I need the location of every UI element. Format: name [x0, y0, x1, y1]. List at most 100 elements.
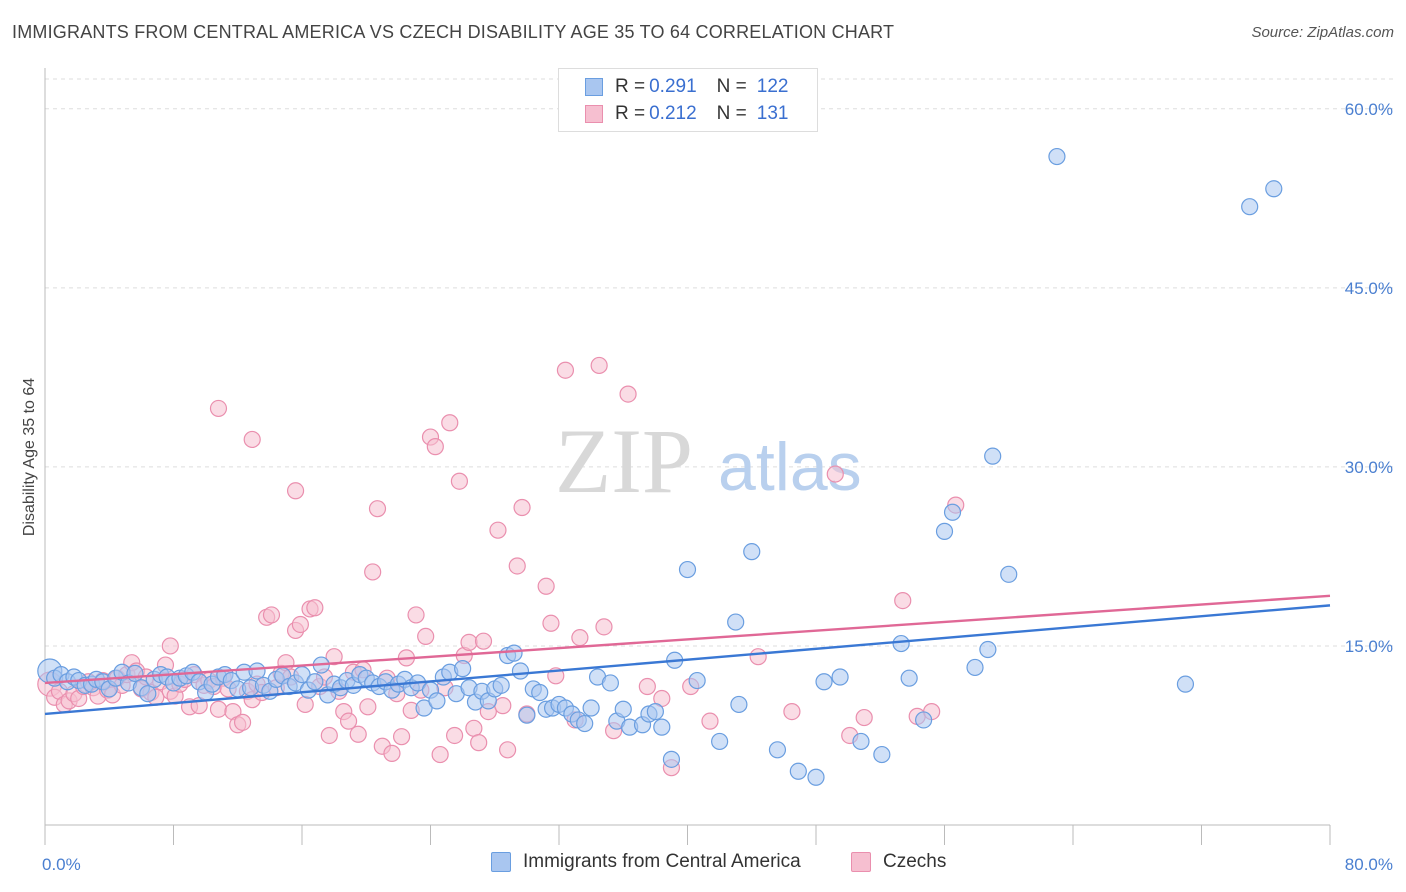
point-czechs: [441, 414, 459, 432]
bottom-legend-czechs: Czechs: [851, 851, 946, 873]
legend-row-central-america: R = 0.291 N = 122: [585, 74, 788, 100]
trend-lines: [44, 594, 1331, 716]
point-czechs: [209, 399, 228, 418]
point-central-america: [815, 673, 833, 691]
point-czechs: [571, 628, 589, 647]
point-czechs: [638, 677, 656, 696]
point-czechs: [161, 637, 179, 655]
point-central-america: [646, 703, 664, 721]
point-czechs: [460, 633, 478, 651]
trend-line-czechs: [44, 594, 1331, 685]
point-czechs: [383, 744, 401, 762]
point-central-america: [653, 718, 671, 736]
bottom-legend-central-america: Immigrants from Central America: [491, 851, 801, 873]
point-czechs: [359, 698, 377, 716]
point-czechs: [783, 703, 801, 721]
point-czechs: [243, 430, 261, 449]
point-czechs: [826, 465, 844, 483]
point-czechs: [556, 361, 575, 379]
point-czechs: [349, 725, 367, 743]
point-central-america: [900, 669, 918, 687]
point-central-america: [492, 676, 510, 694]
legend-r-value: 0.291: [649, 76, 697, 97]
watermark-zip: ZIP: [555, 410, 693, 512]
point-central-america: [688, 671, 706, 690]
chart-title: IMMIGRANTS FROM CENTRAL AMERICA VS CZECH…: [12, 22, 895, 42]
trend-line-central-america: [44, 604, 1331, 716]
point-central-america: [727, 613, 745, 631]
legend-row-czechs: R = 0.212 N = 131: [585, 101, 788, 127]
point-czechs: [445, 726, 464, 745]
point-central-america: [915, 711, 933, 729]
legend-n-label: N =: [716, 76, 747, 97]
point-central-america: [306, 673, 324, 691]
legend-r-label: R =: [615, 76, 646, 97]
point-czechs: [407, 606, 425, 624]
point-central-america: [984, 447, 1002, 465]
legend-swatch-blue: [585, 78, 603, 96]
bottom-legend-label-central-america: Immigrants from Central America: [523, 851, 801, 872]
point-central-america: [1176, 675, 1195, 693]
point-central-america: [518, 706, 536, 724]
point-central-america: [789, 762, 807, 780]
y-axis-label: Disability Age 35 to 64: [21, 378, 38, 536]
point-central-america: [979, 640, 997, 659]
point-czechs: [364, 563, 382, 581]
point-czechs: [619, 385, 637, 403]
point-czechs: [894, 591, 912, 610]
bottom-legend: Immigrants from Central America Czechs: [0, 851, 1406, 877]
point-central-america: [614, 700, 632, 718]
point-central-america: [1000, 565, 1018, 583]
y-tick-label: 60.0%: [1345, 100, 1393, 119]
bottom-legend-swatch-pink: [851, 852, 871, 872]
legend-n-value: 122: [756, 76, 789, 97]
bottom-legend-swatch-blue: [491, 852, 511, 872]
point-central-america: [428, 692, 446, 710]
point-central-america: [1048, 147, 1066, 166]
point-czechs: [595, 618, 613, 636]
point-czechs: [542, 614, 560, 632]
legend-n-value: 131: [756, 103, 789, 124]
point-czechs: [508, 557, 526, 575]
point-central-america: [852, 732, 870, 751]
point-central-america: [678, 560, 697, 579]
legend-r-value: 0.212: [649, 103, 697, 124]
point-central-america: [1241, 198, 1259, 216]
point-czechs: [209, 700, 228, 718]
y-tick-label: 45.0%: [1345, 279, 1393, 298]
point-czechs: [368, 500, 387, 518]
point-czechs: [325, 648, 343, 666]
point-czechs: [233, 713, 252, 731]
point-czechs: [450, 472, 469, 490]
tick-labels: 15.0% 30.0% 45.0% 60.0% 0.0% 80.0%: [42, 100, 1393, 874]
point-central-america: [576, 714, 594, 733]
point-czechs: [431, 745, 449, 764]
point-central-america: [248, 662, 266, 680]
point-czechs: [306, 599, 324, 617]
point-czechs: [474, 632, 493, 650]
y-tick-label: 15.0%: [1345, 637, 1393, 656]
point-czechs: [537, 577, 555, 595]
point-central-america: [601, 674, 620, 692]
point-czechs: [513, 498, 531, 517]
y-tick-label: 30.0%: [1345, 458, 1393, 477]
point-central-america: [662, 750, 681, 768]
point-central-america: [454, 660, 472, 678]
point-czechs: [855, 708, 873, 727]
point-czechs: [590, 356, 608, 375]
bottom-legend-label-czechs: Czechs: [883, 851, 947, 872]
source-label: Source: ZipAtlas.com: [1251, 24, 1394, 41]
watermark: ZIP atlas: [555, 410, 862, 512]
point-central-america: [768, 741, 787, 759]
point-czechs: [417, 627, 435, 646]
legend: R = 0.291 N = 122 R = 0.212 N = 131: [558, 68, 818, 132]
point-czechs: [426, 438, 444, 456]
point-central-america: [831, 668, 849, 686]
grid-lines: [45, 78, 1395, 647]
point-czechs: [339, 712, 358, 730]
point-central-america: [505, 644, 523, 662]
point-central-america: [966, 658, 984, 677]
point-central-america: [126, 664, 144, 683]
legend-r-label: R =: [615, 103, 646, 124]
